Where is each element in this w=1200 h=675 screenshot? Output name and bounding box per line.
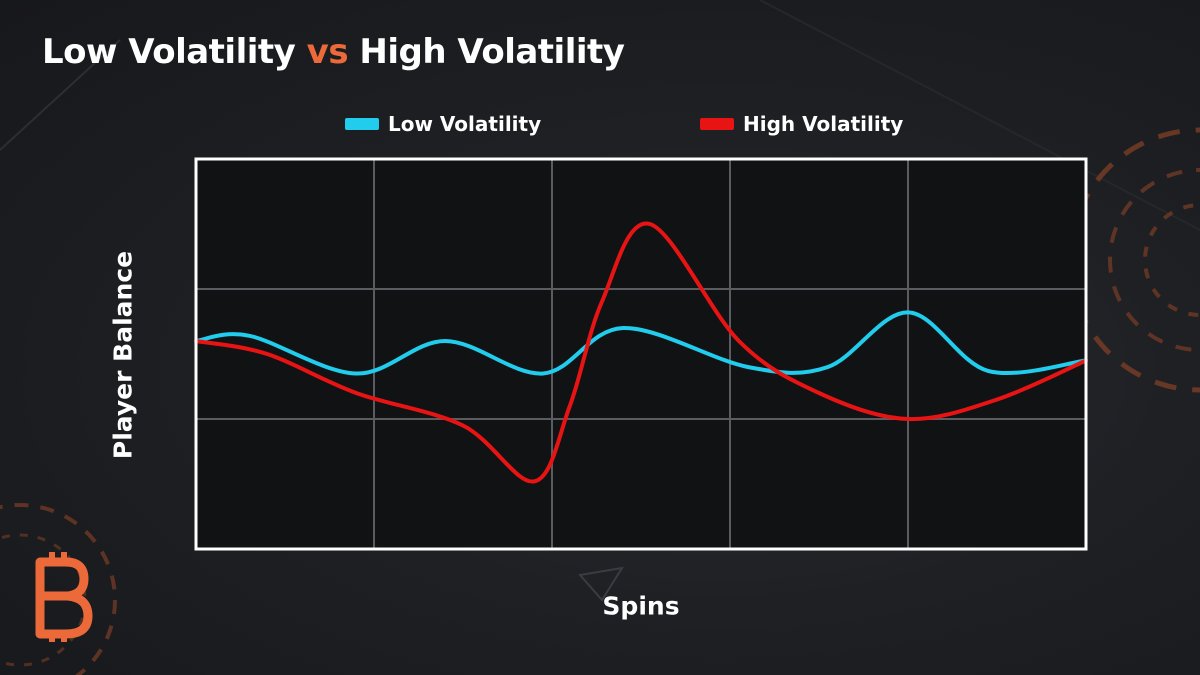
- y-axis-label: Player Balance: [108, 250, 138, 460]
- chart-title: Low Volatility vs High Volatility: [42, 32, 625, 72]
- title-low: Low Volatility: [42, 32, 296, 72]
- series-line-low-volatility: [194, 310, 1088, 376]
- title-high: High Volatility: [359, 32, 625, 72]
- plot-frame: [194, 157, 1088, 551]
- legend-swatch-high: [700, 118, 734, 130]
- legend-item-high: High Volatility: [700, 112, 903, 136]
- legend-label-high: High Volatility: [743, 112, 904, 136]
- x-axis-label: Spins: [602, 591, 680, 621]
- legend: Low Volatility High Volatility: [0, 112, 1200, 142]
- brand-logo: [35, 552, 93, 642]
- series-line-high-volatility: [194, 221, 1088, 484]
- plot-area: [196, 159, 1086, 549]
- title-vs: vs: [306, 32, 349, 72]
- legend-item-low: Low Volatility: [345, 112, 541, 136]
- legend-label-low: Low Volatility: [388, 112, 542, 136]
- legend-swatch-low: [345, 118, 379, 130]
